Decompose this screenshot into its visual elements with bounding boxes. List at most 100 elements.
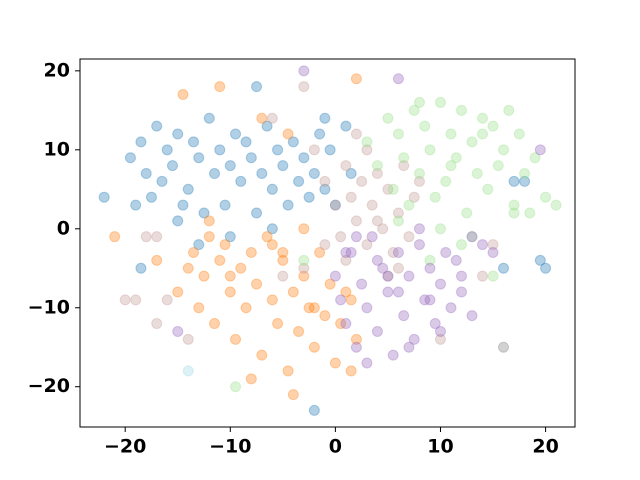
point [329, 199, 341, 211]
point [519, 168, 531, 180]
point [193, 302, 205, 314]
point [503, 104, 515, 116]
point [135, 262, 147, 274]
point [293, 175, 305, 187]
point [382, 286, 394, 298]
point [392, 246, 404, 258]
point [266, 223, 278, 235]
point [277, 254, 289, 266]
point [130, 199, 142, 211]
point [403, 341, 415, 353]
point [408, 104, 420, 116]
point [429, 318, 441, 330]
point [408, 333, 420, 345]
point [135, 136, 147, 148]
point [298, 223, 310, 235]
point [371, 325, 383, 337]
point [251, 81, 263, 93]
point [256, 349, 268, 361]
point [366, 231, 378, 243]
point [382, 183, 394, 195]
x-tick-label: −20 [104, 436, 146, 458]
point [466, 136, 478, 148]
point [529, 152, 541, 164]
point [413, 239, 425, 251]
point [230, 128, 242, 140]
point [340, 286, 352, 298]
point [188, 246, 200, 258]
point [461, 207, 473, 219]
point [308, 341, 320, 353]
point [350, 73, 362, 85]
point [266, 239, 278, 251]
point [371, 160, 383, 172]
x-tick-label: 0 [329, 436, 342, 458]
point [314, 246, 326, 258]
y-tick-label: −10 [28, 296, 70, 318]
point [151, 254, 163, 266]
point [324, 144, 336, 156]
point [477, 239, 489, 251]
point [466, 231, 478, 243]
point [240, 302, 252, 314]
point [398, 310, 410, 322]
point [445, 160, 457, 172]
point [524, 207, 536, 219]
point [335, 231, 347, 243]
point [188, 136, 200, 148]
point [256, 168, 268, 180]
point [119, 294, 131, 306]
point [382, 270, 394, 282]
point [261, 120, 273, 132]
point [224, 231, 236, 243]
point [419, 294, 431, 306]
point [214, 144, 226, 156]
point [350, 215, 362, 227]
point [440, 175, 452, 187]
point [224, 160, 236, 172]
point [345, 246, 357, 258]
point [508, 199, 520, 211]
point [392, 207, 404, 219]
point [382, 270, 394, 282]
point [161, 144, 173, 156]
point [398, 160, 410, 172]
point [224, 270, 236, 282]
point [245, 152, 257, 164]
point [245, 246, 257, 258]
point [455, 286, 467, 298]
point [377, 262, 389, 274]
point [498, 262, 510, 274]
point [140, 168, 152, 180]
point [466, 231, 478, 243]
point [219, 239, 231, 251]
point [429, 191, 441, 203]
point [298, 270, 310, 282]
point [214, 81, 226, 93]
point [145, 191, 157, 203]
point [240, 136, 252, 148]
point [287, 286, 299, 298]
point [403, 231, 415, 243]
point [350, 333, 362, 345]
point [329, 357, 341, 369]
point [198, 270, 210, 282]
y-tick-label: 10 [44, 138, 70, 160]
point [140, 231, 152, 243]
point [340, 120, 352, 132]
point [124, 152, 136, 164]
point [293, 325, 305, 337]
point [413, 96, 425, 108]
point [298, 262, 310, 274]
point [287, 136, 299, 148]
point [519, 175, 531, 187]
point [371, 215, 383, 227]
point [282, 128, 294, 140]
point [272, 318, 284, 330]
point [361, 302, 373, 314]
point [345, 365, 357, 377]
point [308, 144, 320, 156]
point [245, 373, 257, 385]
